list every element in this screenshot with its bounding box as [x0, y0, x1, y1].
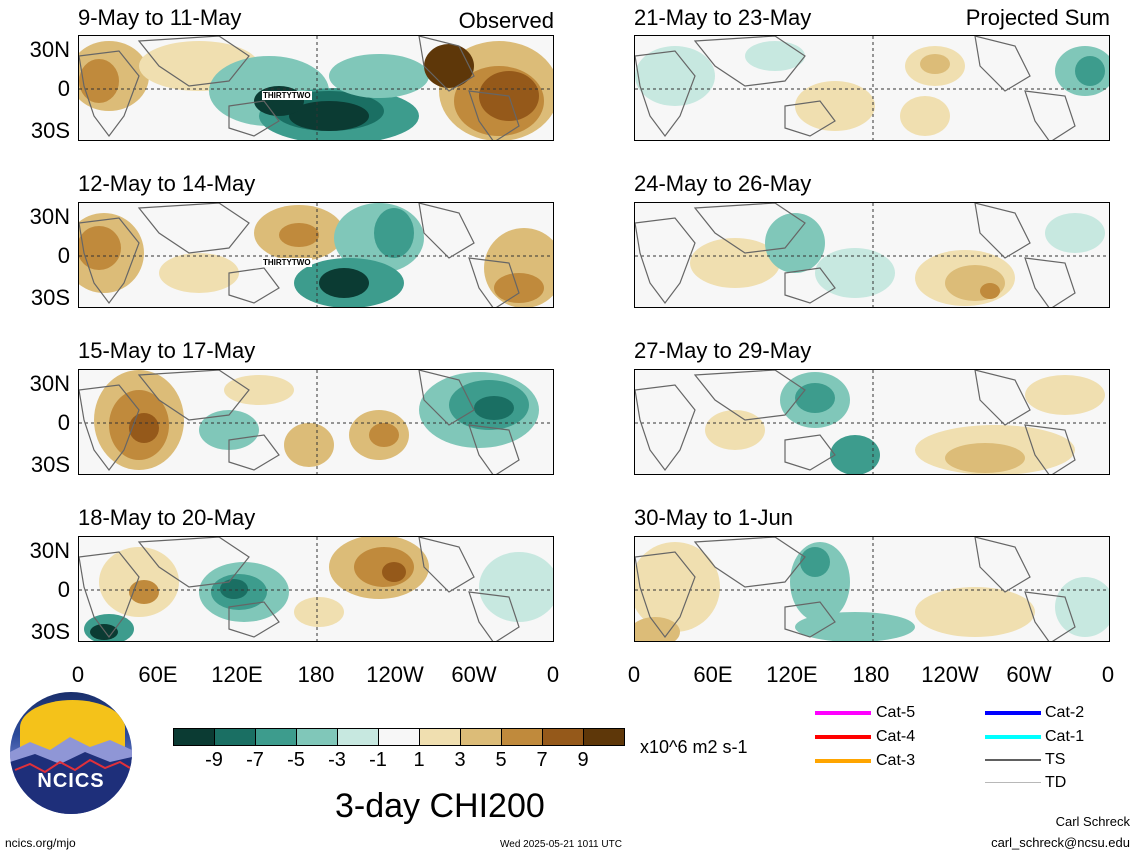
- legend-line-cat4: [815, 735, 871, 739]
- lat-label-eq: 0: [57, 577, 70, 602]
- lon-label: 0: [1101, 662, 1115, 687]
- map-panel: [634, 369, 1110, 475]
- panel-title: 24-May to 26-May: [634, 171, 812, 196]
- anomaly-field: [635, 203, 1109, 307]
- lon-label: 0: [627, 662, 641, 687]
- anomaly-field: [79, 203, 553, 307]
- logo-text: NCICS: [37, 770, 105, 792]
- lon-label: 60E: [138, 662, 178, 687]
- lon-label: 120E: [766, 662, 818, 687]
- ncics-logo: NCICS: [10, 692, 132, 814]
- colorbar-tick: 1: [413, 749, 425, 771]
- lon-label: 120W: [366, 662, 424, 687]
- legend-label-cat4: Cat-4: [876, 728, 916, 745]
- main-title: 3-day CHI200: [335, 787, 545, 825]
- lon-label: 180: [852, 662, 890, 687]
- map-panel: [78, 369, 554, 475]
- legend-line-cat2: [985, 711, 1041, 715]
- colorbar-tick: 3: [454, 749, 466, 771]
- panel-title: 21-May to 23-May: [634, 5, 812, 30]
- colorbar-tick: -5: [287, 749, 305, 771]
- map-panel: [634, 35, 1110, 141]
- panel-title: 27-May to 29-May: [634, 338, 812, 363]
- legend-label-cat2: Cat-2: [1045, 704, 1085, 721]
- lat-label-eq: 0: [57, 76, 70, 101]
- map-panel: THIRTYTWO: [78, 202, 554, 308]
- lat-label-30n: 30N: [29, 37, 70, 62]
- lat-label-30s: 30S: [30, 619, 70, 644]
- colorbar-units: x10^6 m2 s-1: [640, 737, 748, 757]
- lon-label: 0: [71, 662, 85, 687]
- legend-line-cat1: [985, 735, 1041, 739]
- colorbar: [173, 728, 625, 746]
- lon-label: 180: [297, 662, 335, 687]
- lat-label-eq: 0: [57, 410, 70, 435]
- lat-label-30s: 30S: [30, 452, 70, 477]
- map-panel: [634, 202, 1110, 308]
- colorbar-tick: 5: [495, 749, 507, 771]
- map-panel: THIRTYTWO: [78, 35, 554, 141]
- panel-title: 30-May to 1-Jun: [634, 505, 793, 530]
- footer-author: Carl Schreck: [1055, 814, 1130, 829]
- colorbar-tick: -7: [246, 749, 264, 771]
- anomaly-field: [635, 36, 1109, 140]
- lon-label: 60W: [1006, 662, 1052, 687]
- lon-label: 0: [546, 662, 560, 687]
- colorbar-tick: 7: [536, 749, 548, 771]
- legend-label-td: TD: [1045, 774, 1067, 791]
- lat-label-30s: 30S: [30, 285, 70, 310]
- panel-title: 9-May to 11-May: [78, 5, 242, 30]
- anomaly-field: [79, 537, 553, 641]
- legend-line-td: [985, 782, 1041, 783]
- panel-title: 12-May to 14-May: [78, 171, 256, 196]
- projected-label: Projected Sum: [965, 5, 1110, 30]
- lat-label-30n: 30N: [29, 204, 70, 229]
- colorbar-tick: -3: [328, 749, 346, 771]
- lon-label: 120W: [921, 662, 979, 687]
- legend-line-cat5: [815, 711, 871, 715]
- legend-line-ts: [985, 759, 1041, 761]
- colorbar-tick: -9: [205, 749, 223, 771]
- lat-label-30n: 30N: [29, 371, 70, 396]
- lat-label-eq: 0: [57, 243, 70, 268]
- anomaly-field: [635, 370, 1109, 474]
- anomaly-field: [79, 370, 553, 474]
- storm-label: THIRTYTWO: [262, 91, 312, 100]
- lat-label-30s: 30S: [30, 118, 70, 143]
- panel-title: 18-May to 20-May: [78, 505, 256, 530]
- legend-label-cat1: Cat-1: [1045, 728, 1085, 745]
- map-panel: [78, 536, 554, 642]
- lat-label-30n: 30N: [29, 538, 70, 563]
- legend-label-cat3: Cat-3: [876, 752, 916, 769]
- anomaly-field: [635, 537, 1109, 641]
- footer-url: ncics.org/mjo: [5, 836, 76, 850]
- footer-email: carl_schreck@ncsu.edu: [991, 835, 1130, 850]
- map-panel: [634, 536, 1110, 642]
- anomaly-field: [79, 36, 553, 140]
- footer-timestamp: Wed 2025-05-21 1011 UTC: [500, 839, 622, 850]
- colorbar-tick: -1: [369, 749, 387, 771]
- storm-label: THIRTYTWO: [262, 258, 312, 267]
- observed-label: Observed: [458, 8, 554, 33]
- lon-label: 60E: [693, 662, 733, 687]
- legend-line-cat3: [815, 759, 871, 763]
- legend-label-cat5: Cat-5: [876, 704, 916, 721]
- lon-label: 120E: [211, 662, 263, 687]
- colorbar-tick: 9: [577, 749, 589, 771]
- lon-label: 60W: [451, 662, 497, 687]
- legend-label-ts: TS: [1045, 751, 1066, 768]
- panel-title: 15-May to 17-May: [78, 338, 256, 363]
